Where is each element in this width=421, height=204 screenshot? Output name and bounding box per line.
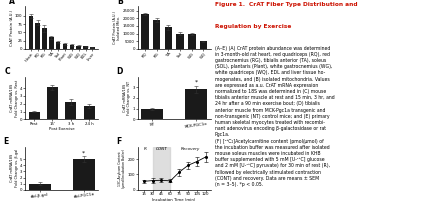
Text: *: * — [195, 80, 198, 85]
Bar — [35, 23, 40, 49]
Bar — [90, 47, 95, 49]
Text: F: F — [116, 137, 121, 146]
Text: Figure 1.  CrAT Fiber Type Distribution and: Figure 1. CrAT Fiber Type Distribution a… — [215, 2, 357, 7]
Text: CONT: CONT — [156, 147, 168, 151]
Bar — [200, 41, 207, 49]
Bar — [56, 42, 60, 49]
Bar — [29, 16, 33, 49]
Bar — [141, 14, 149, 49]
Text: B: B — [117, 0, 123, 6]
Bar — [77, 45, 81, 49]
Text: Regulation by Exercise: Regulation by Exercise — [215, 24, 291, 29]
Text: D: D — [116, 67, 123, 76]
Bar — [29, 112, 40, 119]
Y-axis label: CrAT Protein (A.U.)
Isolated Mito.: CrAT Protein (A.U.) Isolated Mito. — [112, 11, 121, 44]
Bar — [47, 88, 58, 119]
Bar — [29, 184, 51, 190]
X-axis label: Incubation Time (min): Incubation Time (min) — [152, 198, 196, 202]
Bar — [49, 37, 53, 49]
Bar — [153, 20, 160, 49]
Text: *: * — [82, 150, 85, 155]
Bar — [63, 44, 67, 49]
Bar — [141, 109, 163, 119]
Text: E: E — [3, 137, 9, 146]
Y-axis label: CrAT mRNA/18S
Fold Change vs. Rest: CrAT mRNA/18S Fold Change vs. Rest — [10, 79, 19, 116]
Y-axis label: CrAT mRNA/18S
Fold Change vs. NT: CrAT mRNA/18S Fold Change vs. NT — [123, 81, 131, 115]
Bar — [153, 147, 171, 190]
Bar — [176, 34, 184, 49]
X-axis label: Post Exercise: Post Exercise — [49, 128, 75, 131]
Bar — [83, 46, 88, 49]
Bar — [69, 45, 74, 49]
Y-axis label: 13C₂Acylcarn Content
(μmol/Incubation Buffer): 13C₂Acylcarn Content (μmol/Incubation Bu… — [117, 149, 126, 188]
Text: A: A — [9, 0, 15, 6]
Bar — [165, 28, 172, 49]
Text: C: C — [5, 67, 11, 76]
Bar — [72, 159, 95, 190]
Text: R: R — [144, 147, 147, 151]
Bar — [42, 28, 47, 49]
Bar — [65, 102, 76, 119]
Bar — [185, 89, 207, 119]
Text: (A–E) (A) CrAT protein abundance was determined
in 3-month-old rat heart, red qu: (A–E) (A) CrAT protein abundance was det… — [215, 45, 334, 187]
Bar — [84, 106, 95, 119]
Y-axis label: CrAT mRNA/18S
Fold Change vs. β-gal: CrAT mRNA/18S Fold Change vs. β-gal — [10, 149, 19, 187]
Text: Recovery: Recovery — [181, 147, 201, 151]
Bar — [188, 34, 195, 49]
Y-axis label: CrAT Protein (A.U.): CrAT Protein (A.U.) — [10, 9, 13, 45]
